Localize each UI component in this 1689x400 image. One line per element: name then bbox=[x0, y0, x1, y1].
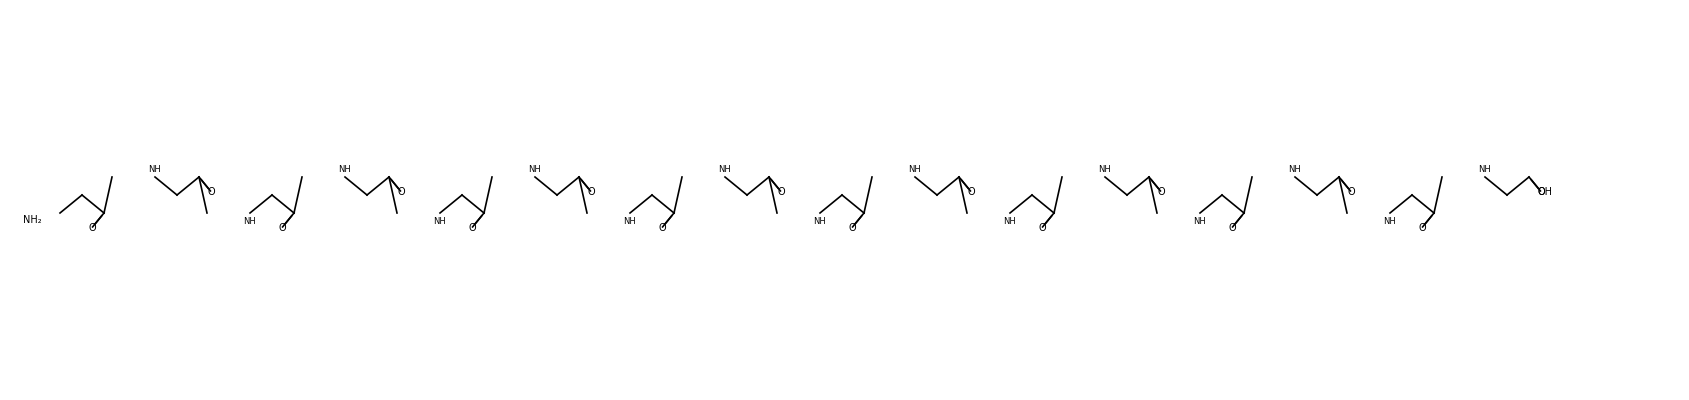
Text: O: O bbox=[208, 187, 215, 197]
Text: NH: NH bbox=[1003, 216, 1015, 226]
Text: O: O bbox=[1417, 223, 1426, 233]
Text: NH: NH bbox=[434, 216, 446, 226]
Text: NH: NH bbox=[149, 164, 160, 174]
Text: OH: OH bbox=[1537, 187, 1552, 197]
Text: O: O bbox=[468, 223, 475, 233]
Text: NH₂: NH₂ bbox=[22, 215, 41, 225]
Text: NH: NH bbox=[529, 164, 540, 174]
Text: O: O bbox=[1157, 187, 1164, 197]
Text: NH: NH bbox=[623, 216, 637, 226]
Text: NH: NH bbox=[718, 164, 731, 174]
Text: NH: NH bbox=[243, 216, 257, 226]
Text: O: O bbox=[966, 187, 975, 197]
Text: O: O bbox=[657, 223, 665, 233]
Text: O: O bbox=[848, 223, 855, 233]
Text: NH: NH bbox=[812, 216, 826, 226]
Text: NH: NH bbox=[909, 164, 921, 174]
Text: O: O bbox=[588, 187, 595, 197]
Text: O: O bbox=[88, 223, 96, 233]
Text: O: O bbox=[1346, 187, 1355, 197]
Text: O: O bbox=[1228, 223, 1235, 233]
Text: NH: NH bbox=[1383, 216, 1395, 226]
Text: O: O bbox=[777, 187, 784, 197]
Text: O: O bbox=[1037, 223, 1045, 233]
Text: NH: NH bbox=[1478, 164, 1490, 174]
Text: NH: NH bbox=[338, 164, 351, 174]
Text: NH: NH bbox=[1098, 164, 1111, 174]
Text: O: O bbox=[279, 223, 285, 233]
Text: O: O bbox=[397, 187, 405, 197]
Text: O: O bbox=[1537, 187, 1544, 197]
Text: NH: NH bbox=[1289, 164, 1301, 174]
Text: NH: NH bbox=[1192, 216, 1206, 226]
